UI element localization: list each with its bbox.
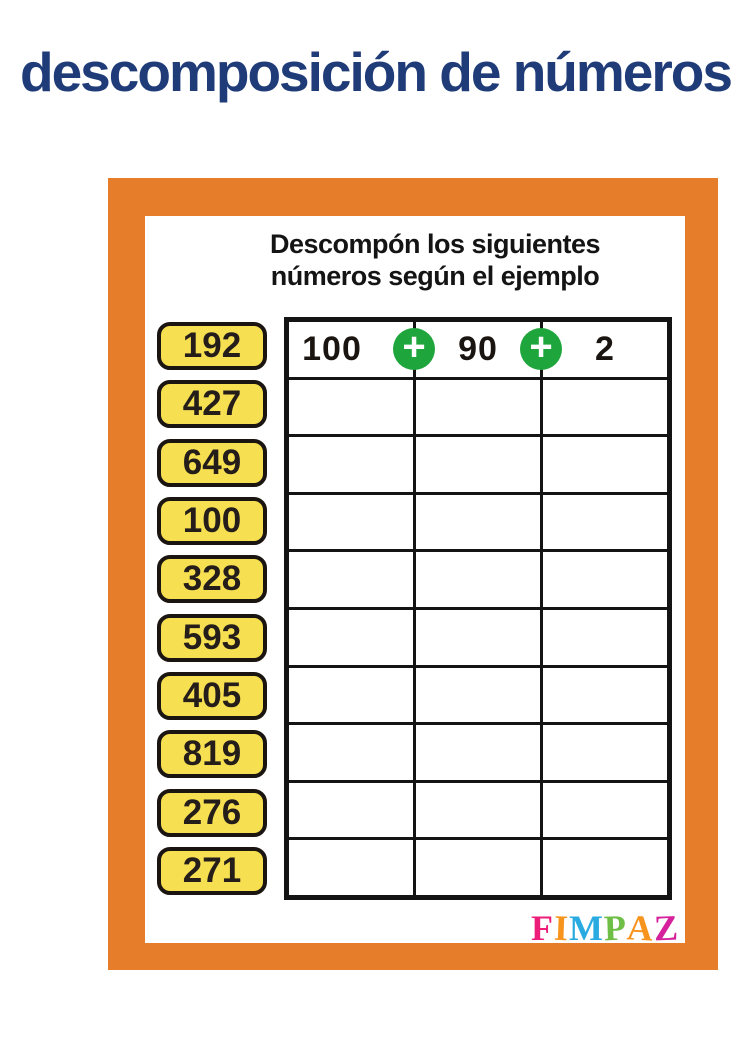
answer-cell[interactable] — [289, 379, 413, 435]
answer-cell[interactable] — [416, 725, 540, 780]
number-chip-slot: 819 — [157, 725, 267, 783]
logo-letter: I — [553, 907, 570, 949]
number-list: 192 427 649 100 328 593 405 819 276 271 — [157, 317, 267, 900]
number-chip: 192 — [157, 322, 267, 371]
answer-cell[interactable] — [289, 782, 413, 838]
plus-icon-2: + — [520, 325, 562, 370]
number-chip-slot: 593 — [157, 608, 267, 666]
answer-cell[interactable] — [289, 609, 413, 665]
answer-cell[interactable] — [416, 437, 540, 492]
answer-cell[interactable] — [416, 782, 540, 838]
answer-cell[interactable] — [416, 840, 540, 895]
number-chip: 819 — [157, 730, 267, 779]
answer-cell[interactable] — [543, 840, 667, 895]
number-chip: 593 — [157, 613, 267, 662]
orange-frame: Descompón los siguientes números según e… — [108, 178, 718, 970]
number-chip: 328 — [157, 555, 267, 604]
answer-cell[interactable] — [289, 437, 413, 492]
answer-cell[interactable] — [543, 667, 667, 723]
answer-cell[interactable] — [543, 494, 667, 550]
number-chip: 100 — [157, 497, 267, 546]
answer-cell[interactable] — [543, 782, 667, 838]
answer-grid: 100 90 2 — [284, 317, 672, 900]
answer-cell[interactable] — [543, 552, 667, 607]
number-chip: 276 — [157, 788, 267, 837]
example-cell: 2 — [543, 322, 667, 377]
example-cell: 100 — [289, 322, 413, 377]
instructions: Descompón los siguientes números según e… — [200, 228, 670, 293]
decomposition-table: 100 90 2 + + — [284, 317, 672, 900]
worksheet-panel: Descompón los siguientes números según e… — [145, 216, 685, 949]
number-chip-slot: 100 — [157, 492, 267, 550]
logo-letter: P — [603, 907, 628, 949]
number-chip: 649 — [157, 438, 267, 487]
answer-cell[interactable] — [289, 552, 413, 607]
fimpaz-logo: FIMPAZ — [530, 907, 680, 949]
number-chip-slot: 271 — [157, 842, 267, 900]
number-chip-slot: 405 — [157, 667, 267, 725]
page-title: descomposición de números — [19, 41, 733, 103]
number-chip: 271 — [157, 846, 267, 895]
number-chip-slot: 427 — [157, 375, 267, 433]
logo-letter: M — [569, 908, 604, 948]
number-chip: 405 — [157, 671, 267, 720]
number-chip: 427 — [157, 380, 267, 429]
answer-cell[interactable] — [416, 379, 540, 435]
answer-cell[interactable] — [289, 725, 413, 780]
logo-letter: A — [625, 907, 656, 949]
answer-cell[interactable] — [416, 494, 540, 550]
answer-cell[interactable] — [543, 437, 667, 492]
instructions-line1: Descompón los siguientes — [269, 229, 601, 259]
instructions-line2: números según el ejemplo — [270, 261, 600, 292]
logo-letter: Z — [653, 907, 680, 949]
plus-icon-1: + — [393, 325, 435, 370]
number-chip-slot: 276 — [157, 783, 267, 841]
answer-cell[interactable] — [289, 494, 413, 550]
answer-cell[interactable] — [543, 725, 667, 780]
plus-glyph: + — [402, 325, 426, 369]
answer-cell[interactable] — [289, 840, 413, 895]
example-cell: 90 — [416, 322, 540, 377]
answer-cell[interactable] — [416, 552, 540, 607]
answer-cell[interactable] — [543, 379, 667, 435]
answer-cell[interactable] — [543, 609, 667, 665]
answer-cell[interactable] — [289, 667, 413, 723]
number-chip-slot: 192 — [157, 317, 267, 375]
logo-letter: F — [530, 908, 554, 948]
number-chip-slot: 328 — [157, 550, 267, 608]
answer-cell[interactable] — [416, 609, 540, 665]
plus-glyph: + — [529, 325, 553, 369]
answer-cell[interactable] — [416, 667, 540, 723]
number-chip-slot: 649 — [157, 434, 267, 492]
